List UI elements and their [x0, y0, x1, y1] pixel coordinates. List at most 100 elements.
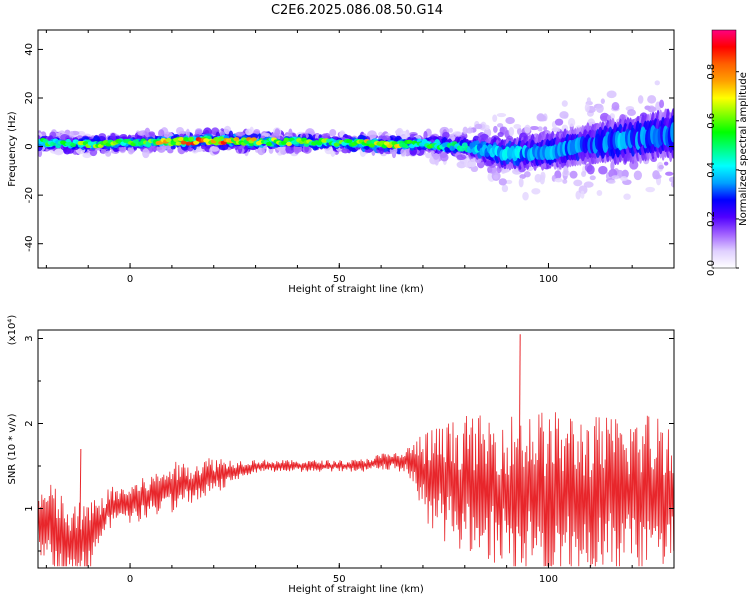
spectrogram-cell	[474, 123, 483, 130]
spectrogram-ridge	[183, 137, 190, 142]
spectrogram-cell	[554, 177, 563, 183]
spectrogram-cell	[607, 179, 616, 184]
spectrogram-ridge	[178, 136, 185, 142]
spectrogram-cell	[448, 128, 453, 133]
spectrogram-cell	[210, 146, 220, 152]
spectrogram-cell	[304, 145, 309, 153]
spectrogram-y-tick-label: -40	[24, 236, 35, 252]
spectrogram-cell	[105, 150, 112, 157]
spectrogram-cell	[442, 131, 450, 139]
spectrogram-cell	[620, 176, 628, 182]
spectrogram-cell	[167, 148, 174, 154]
spectrogram-cell	[137, 130, 146, 136]
spectrogram-cell	[610, 160, 615, 171]
spectrogram-cell	[658, 164, 664, 170]
snr-x-tick-label: 50	[333, 574, 346, 585]
spectrogram-ridge	[193, 140, 200, 145]
spectrogram-cell	[529, 125, 539, 131]
snr-x-tick-label: 0	[127, 574, 133, 585]
spectrogram-cell	[127, 145, 135, 155]
spectrogram-cell	[498, 178, 507, 186]
spectrogram-cell	[505, 179, 513, 185]
spectrogram-ridge	[170, 141, 177, 146]
spectrogram-cell	[524, 124, 531, 134]
spectrogram-cell	[534, 173, 542, 183]
spectrogram-y-axis-label: Frequency (Hz)	[7, 111, 18, 187]
spectrogram-cell	[559, 111, 569, 119]
spectrogram-cell	[627, 109, 636, 117]
spectrogram-ridge	[316, 141, 323, 146]
spectrogram-ridge	[180, 140, 187, 145]
spectrogram-cell	[400, 148, 407, 157]
spectrogram-cell	[425, 152, 432, 159]
snr-y-tick-label: 1	[24, 505, 35, 511]
spectrogram-ridge	[188, 136, 195, 141]
spectrogram-cell	[633, 170, 643, 181]
spectrogram-cell	[637, 95, 644, 104]
chart-title: C2E6.2025.086.08.50.G14	[271, 3, 443, 18]
spectrogram-cell	[274, 128, 281, 137]
spectrogram-x-axis-label: Height of straight line (km)	[288, 284, 424, 295]
spectrogram-cell	[497, 131, 504, 137]
spectrogram-ridge	[250, 137, 257, 142]
spectrogram-cell	[519, 174, 527, 179]
spectrogram-cell	[668, 176, 674, 183]
spectrogram-cell	[670, 181, 674, 188]
spectrogram-ridge	[185, 141, 192, 146]
spectrogram-cell	[596, 190, 603, 196]
spectrogram-cell	[531, 188, 541, 195]
snr-y-tick-label: 2	[24, 420, 35, 426]
spectrogram-cell	[462, 126, 468, 135]
snr-x-axis-label: Height of straight line (km)	[288, 584, 424, 595]
spectrogram-cell	[257, 147, 265, 156]
spectrogram-cell	[144, 127, 151, 138]
spectrogram-cell	[288, 128, 293, 139]
spectrogram-cell	[647, 106, 657, 113]
snr-peak	[518, 334, 521, 492]
spectrogram-cell	[654, 174, 662, 179]
spectrogram-ridge	[401, 143, 408, 148]
spectrogram-cell	[663, 161, 669, 166]
spectrogram-cell	[563, 165, 569, 175]
colorbar-tick-label: 0.6	[706, 113, 717, 129]
spectrogram-cell	[508, 126, 515, 137]
spectrogram-ridge	[368, 143, 375, 148]
spectrogram-cell	[606, 90, 617, 99]
spectrogram-cell	[456, 154, 467, 161]
colorbar: 0.0 0.2 0.4 0.6 0.8 Normalized spectral ampl…	[706, 29, 749, 276]
spectrogram-cell	[665, 171, 674, 176]
colorbar-ramp	[711, 29, 737, 269]
colorbar-label: Normalized spectral amplitude	[738, 72, 749, 226]
snr-peak	[79, 448, 82, 543]
colorbar-tick-label: 0.4	[706, 162, 717, 178]
spectrogram-x-tick-label: 50	[333, 274, 346, 285]
spectrogram-cell	[578, 185, 588, 195]
spectrogram-cell	[516, 127, 522, 135]
spectrogram-cell	[647, 95, 657, 104]
spectrogram-cell	[573, 179, 583, 187]
spectrogram-ridge	[366, 140, 373, 145]
spectrogram-ridge	[283, 137, 290, 143]
spectrogram-cell	[142, 148, 150, 159]
spectrogram-cell	[567, 117, 576, 127]
snr-y-tick-label: 3	[24, 335, 35, 341]
spectrogram-cell	[581, 170, 587, 177]
spectrogram-cell	[170, 145, 176, 150]
spectrogram-cell	[595, 103, 604, 113]
spectrogram-cell	[82, 152, 92, 159]
spectrogram-cell	[654, 80, 660, 86]
spectrogram-ridge	[409, 144, 416, 149]
spectrogram-cell	[456, 161, 467, 169]
spectrogram-cell	[513, 124, 522, 129]
spectrogram-x-tick-label: 0	[127, 274, 133, 285]
spectrogram-cell	[253, 128, 261, 135]
spectrogram-ridge	[286, 141, 293, 147]
spectrogram-cell	[583, 181, 594, 188]
spectrogram-cell	[611, 175, 620, 180]
spectrogram-cell	[586, 97, 591, 104]
spectrogram-x-tick-label: 100	[539, 274, 558, 285]
spectrogram-cell	[611, 102, 620, 111]
spectrogram-cell	[589, 175, 596, 181]
spectrogram-cell	[537, 126, 543, 132]
